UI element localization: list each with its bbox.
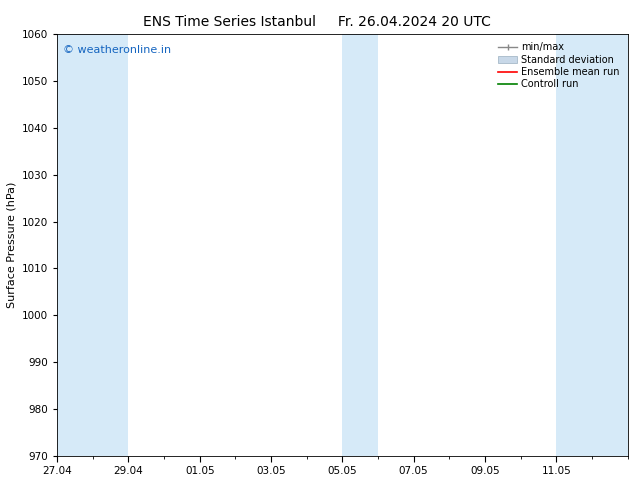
Text: © weatheronline.in: © weatheronline.in xyxy=(63,45,171,55)
Bar xyxy=(557,34,628,456)
Bar xyxy=(57,34,128,456)
Legend: min/max, Standard deviation, Ensemble mean run, Controll run: min/max, Standard deviation, Ensemble me… xyxy=(495,39,623,92)
Y-axis label: Surface Pressure (hPa): Surface Pressure (hPa) xyxy=(6,182,16,308)
Text: ENS Time Series Istanbul     Fr. 26.04.2024 20 UTC: ENS Time Series Istanbul Fr. 26.04.2024 … xyxy=(143,15,491,29)
Bar xyxy=(342,34,378,456)
